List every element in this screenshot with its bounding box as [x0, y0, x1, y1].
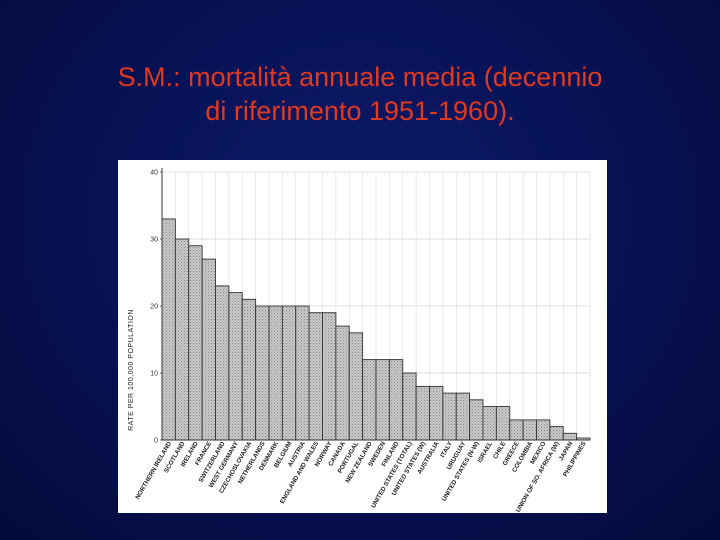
bar [402, 372, 417, 441]
bar [241, 298, 257, 441]
bar [495, 406, 511, 441]
slide-title-line-1: S.M.: mortalità annuale media (decennio [117, 62, 603, 92]
bar [362, 359, 377, 441]
bar [174, 238, 190, 441]
bar [482, 406, 497, 441]
chart-figure: 0 10 20 30 40 NORTHERN IRELAND SCOTLAND IRELAN… [118, 160, 607, 513]
bar [201, 258, 216, 441]
bar [442, 392, 457, 441]
slide-title: S.M.: mortalità annuale media (decennio … [40, 60, 680, 128]
bar [188, 245, 203, 441]
y-axis-label: RATE PER 100,000 POPULATION [128, 309, 135, 431]
bar [228, 292, 243, 441]
bar [255, 305, 270, 441]
slide-title-line-2: di riferimento 1951-1960). [205, 96, 515, 126]
bar [375, 359, 390, 441]
bar [549, 426, 564, 441]
bar [562, 432, 578, 441]
y-tick-label: 30 [150, 237, 158, 244]
bar [388, 359, 404, 441]
bar [348, 332, 364, 441]
bar [308, 312, 323, 441]
bar [268, 305, 283, 441]
bar [455, 392, 471, 441]
bar [215, 285, 230, 441]
bar [522, 419, 537, 441]
bar [469, 399, 484, 441]
y-tick-label: 40 [150, 170, 158, 177]
bar [281, 305, 297, 441]
bar [429, 385, 444, 441]
bar [536, 419, 551, 441]
bar [335, 325, 350, 441]
bar [322, 312, 337, 441]
bar [415, 385, 430, 441]
bar [161, 218, 176, 441]
y-tick-label: 10 [150, 371, 158, 378]
bar [295, 305, 310, 441]
y-tick-label: 20 [150, 304, 158, 311]
y-tick-label: 0 [154, 438, 158, 445]
bar [509, 419, 524, 441]
